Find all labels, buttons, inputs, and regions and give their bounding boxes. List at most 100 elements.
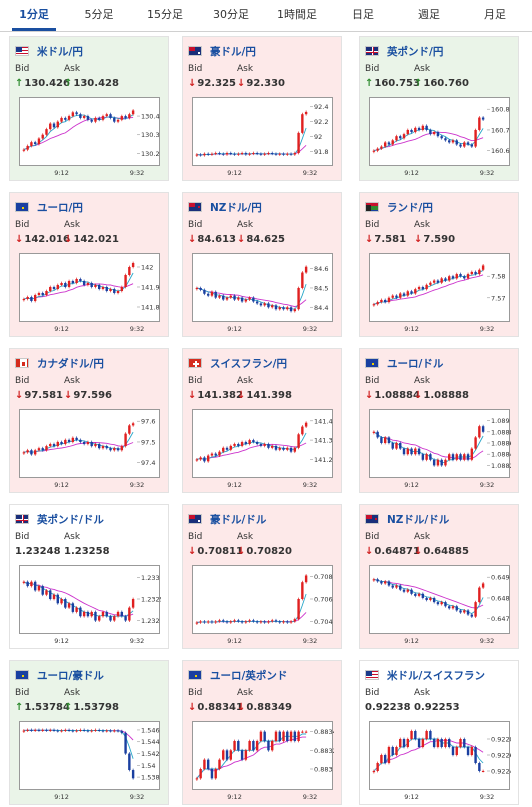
tab-2[interactable]: 5分足: [84, 8, 114, 21]
pair-name-link[interactable]: カナダドル/円: [37, 357, 104, 370]
candle: [421, 739, 425, 747]
candle: [222, 750, 225, 760]
candle: [131, 599, 135, 608]
candle: [372, 771, 376, 773]
ma-slow-line: [373, 578, 484, 609]
pair-name-link[interactable]: ユーロ/英ポンド: [210, 669, 288, 682]
candle: [116, 291, 120, 293]
candle: [282, 307, 285, 310]
pair-name-link[interactable]: NZドル/円: [210, 201, 262, 214]
rate-card[interactable]: スイスフラン/円 Bid ↓141.382 Ask ↓141.398 141.4 141.3…: [182, 348, 342, 493]
candle: [244, 299, 248, 302]
candle: [26, 145, 29, 150]
ask-label: Ask: [237, 688, 254, 698]
candle: [244, 621, 248, 623]
pair-name-link[interactable]: ユーロ/ドル: [387, 357, 444, 370]
rate-card[interactable]: 豪ドル/円 Bid ↓92.325 Ask ↓92.330 92.4 92.2 92 91.8 9…: [182, 36, 342, 181]
rate-card[interactable]: 豪ドル/ドル Bid ↓0.70811 Ask ↓0.70820 0.708 0.706 0.…: [182, 504, 342, 649]
tab-8[interactable]: 月足: [484, 8, 506, 21]
pair-name-link[interactable]: 英ポンド/円: [387, 45, 444, 58]
rate-card[interactable]: カナダドル/円 Bid ↓97.581 Ask ↓97.596 97.6 97.5 97.4 9…: [9, 348, 169, 493]
ask-label: Ask: [237, 376, 254, 386]
tab-4[interactable]: 30分足: [213, 8, 249, 21]
bid-price: ↑130.426: [15, 78, 70, 89]
candle: [263, 303, 266, 306]
tab-5[interactable]: 1時間足: [277, 8, 317, 21]
pair-name-link[interactable]: ユーロ/円: [37, 201, 83, 214]
pair-name-link[interactable]: 米ドル/スイスフラン: [387, 669, 486, 682]
rate-card[interactable]: ユーロ/ドルBid↓1.08884Ask↓1.088881.0891.08881…: [359, 348, 519, 493]
candle: [94, 611, 97, 621]
rate-card[interactable]: ユーロ/英ポンドBid↓0.88341Ask↓0.883490.88340.88…: [182, 660, 342, 805]
candle: [203, 759, 206, 769]
pair-name-link[interactable]: ユーロ/豪ドル: [37, 669, 104, 682]
pair-name-link[interactable]: 英ポンド/ドル: [37, 513, 104, 526]
tab-1[interactable]: 1分足: [12, 0, 56, 31]
candle: [267, 303, 270, 308]
pair-name-link[interactable]: 豪ドル/ドル: [210, 513, 267, 526]
rate-card[interactable]: 米ドル/円 Bid ↑130.426 Ask ↑130.428 130.4 130.3 130…: [9, 36, 169, 181]
candle: [113, 616, 116, 621]
candle: [56, 594, 59, 604]
tab-7[interactable]: 週足: [418, 8, 440, 21]
tab-3[interactable]: 15分足: [147, 8, 183, 21]
candle: [478, 587, 481, 603]
candle: [210, 153, 214, 155]
gb-jp-flag: [365, 46, 379, 56]
pair-name-link[interactable]: 米ドル/円: [37, 45, 83, 58]
x-tick-label: 9:12: [227, 169, 242, 177]
candle: [478, 426, 481, 438]
candle: [271, 741, 274, 751]
rate-card[interactable]: ランド/円 Bid ↓7.581 Ask ↓7.590 7.58 7.57 9:12 9:32: [359, 192, 519, 337]
candle: [274, 305, 278, 310]
candle: [113, 448, 116, 451]
timeframe-tabs: 1分足 5分足 15分足 30分足 1時間足 日足 週足 月足: [0, 0, 532, 32]
rate-card[interactable]: 英ポンド/円 Bid ↑160.753 Ask ↑160.760 160.8 160.7 16…: [359, 36, 519, 181]
candle: [267, 621, 270, 623]
candle: [474, 602, 477, 617]
candle: [391, 585, 394, 588]
rate-card[interactable]: 米ドル/スイスフランBid0.92238Ask0.922530.92280.92…: [359, 660, 519, 805]
candle: [425, 284, 428, 290]
y-tick-label: 141.3: [314, 437, 333, 445]
candle: [199, 287, 202, 290]
pair-name-link[interactable]: スイスフラン/円: [210, 357, 288, 370]
ask-label: Ask: [64, 220, 81, 230]
ask-price: ↑130.428: [64, 78, 119, 89]
pair-name-link[interactable]: NZドル/ドル: [387, 513, 450, 526]
candle: [278, 307, 281, 310]
rate-card[interactable]: NZドル/円 Bid ↓84.613 Ask ↓84.625 84.6 84.5 84.4 9:…: [182, 192, 342, 337]
rate-card[interactable]: NZドル/ドル Bid ↓0.64871 Ask ↓0.64885 0.649 0.648 0…: [359, 504, 519, 649]
candle: [75, 112, 78, 115]
y-tick-label: 1.54: [141, 762, 155, 770]
candle: [297, 132, 300, 154]
ask-value: 160.760: [423, 78, 469, 89]
candle: [259, 443, 263, 446]
candle: [26, 450, 29, 453]
candle: [33, 295, 37, 301]
candle: [372, 150, 376, 152]
candle: [444, 278, 447, 281]
candle: [248, 297, 251, 300]
rate-card[interactable]: ユーロ/豪ドル Bid ↑1.53784 Ask ↑1.53798 1.546 1.544 1…: [9, 660, 169, 805]
candle: [289, 621, 293, 623]
candle: [49, 729, 52, 731]
candle: [255, 621, 259, 623]
candle: [410, 291, 413, 294]
candle: [67, 729, 71, 731]
candle: [278, 731, 281, 741]
bid-value: 160.753: [374, 78, 420, 89]
pair-name-link[interactable]: 豪ドル/円: [210, 45, 256, 58]
rate-card[interactable]: 英ポンド/ドルBid1.23248Ask1.232581.2331.23251.…: [9, 504, 169, 649]
candle: [463, 610, 466, 613]
pair-name-link[interactable]: ランド/円: [387, 201, 433, 214]
ask-label: Ask: [414, 532, 431, 542]
rate-card[interactable]: ユーロ/円 Bid ↓142.016 Ask ↓142.021 142 141.9 141.8…: [9, 192, 169, 337]
candle: [90, 441, 93, 447]
ask-label: Ask: [414, 64, 431, 74]
ask-label: Ask: [64, 64, 81, 74]
y-tick-label: 1.233: [141, 574, 160, 582]
y-tick-label: 160.6: [491, 147, 510, 155]
tab-6[interactable]: 日足: [352, 8, 374, 21]
y-tick-label: 0.706: [314, 596, 333, 604]
